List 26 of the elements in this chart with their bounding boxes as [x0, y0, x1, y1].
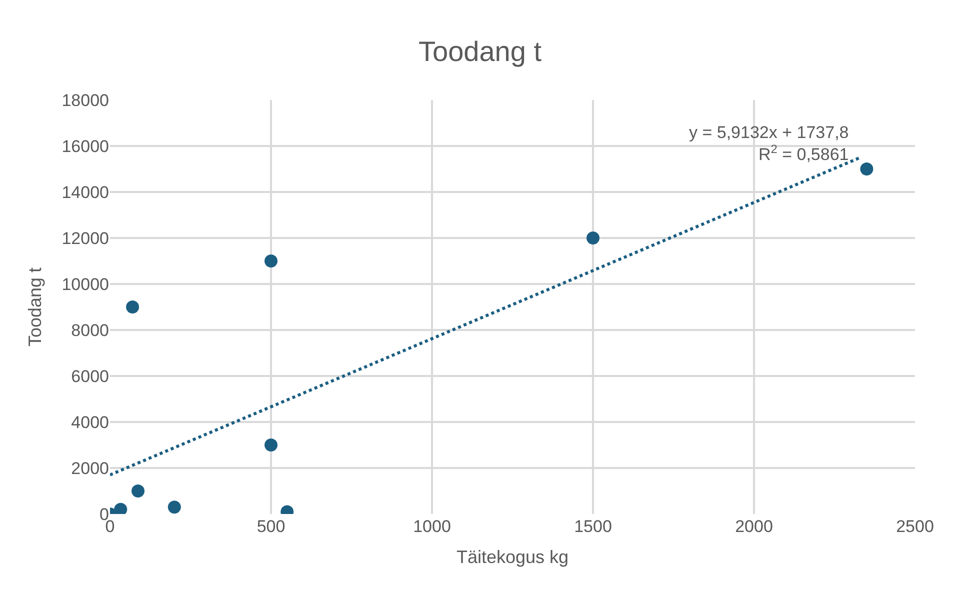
- x-tick-label: 500: [256, 517, 286, 536]
- point: [114, 502, 128, 514]
- y-tick-label: 4000: [71, 412, 109, 432]
- y-axis-title: Toodang t: [24, 267, 45, 347]
- x-tick-label: 2000: [735, 517, 773, 536]
- x-tick-label: 2500: [896, 517, 934, 536]
- y-tick-label: 6000: [71, 366, 109, 386]
- x-tick-label: 1000: [413, 517, 451, 536]
- x-tick-label: 1500: [574, 517, 612, 536]
- y-tick-label: 16000: [62, 136, 109, 156]
- chart-title: Toodang t: [418, 36, 542, 67]
- point: [168, 500, 181, 514]
- y-tick-label: 8000: [71, 320, 109, 340]
- annotation: y = 5,9132x + 1737,8 R$^{2}$ = 0,5861: [689, 123, 849, 164]
- point: [126, 300, 140, 314]
- y-tick-label: 12000: [62, 228, 109, 248]
- point: [132, 484, 145, 498]
- point: [860, 162, 874, 176]
- y-tick-label: 18000: [62, 90, 109, 110]
- point: [586, 232, 600, 244]
- y-tick-label: 14000: [62, 182, 109, 202]
- x-axis-title: Täitekogus kg: [456, 547, 569, 568]
- point: [264, 254, 278, 268]
- y-tick-label: 10000: [62, 274, 109, 294]
- point: [264, 438, 278, 452]
- y-tick-label: 2000: [71, 458, 109, 478]
